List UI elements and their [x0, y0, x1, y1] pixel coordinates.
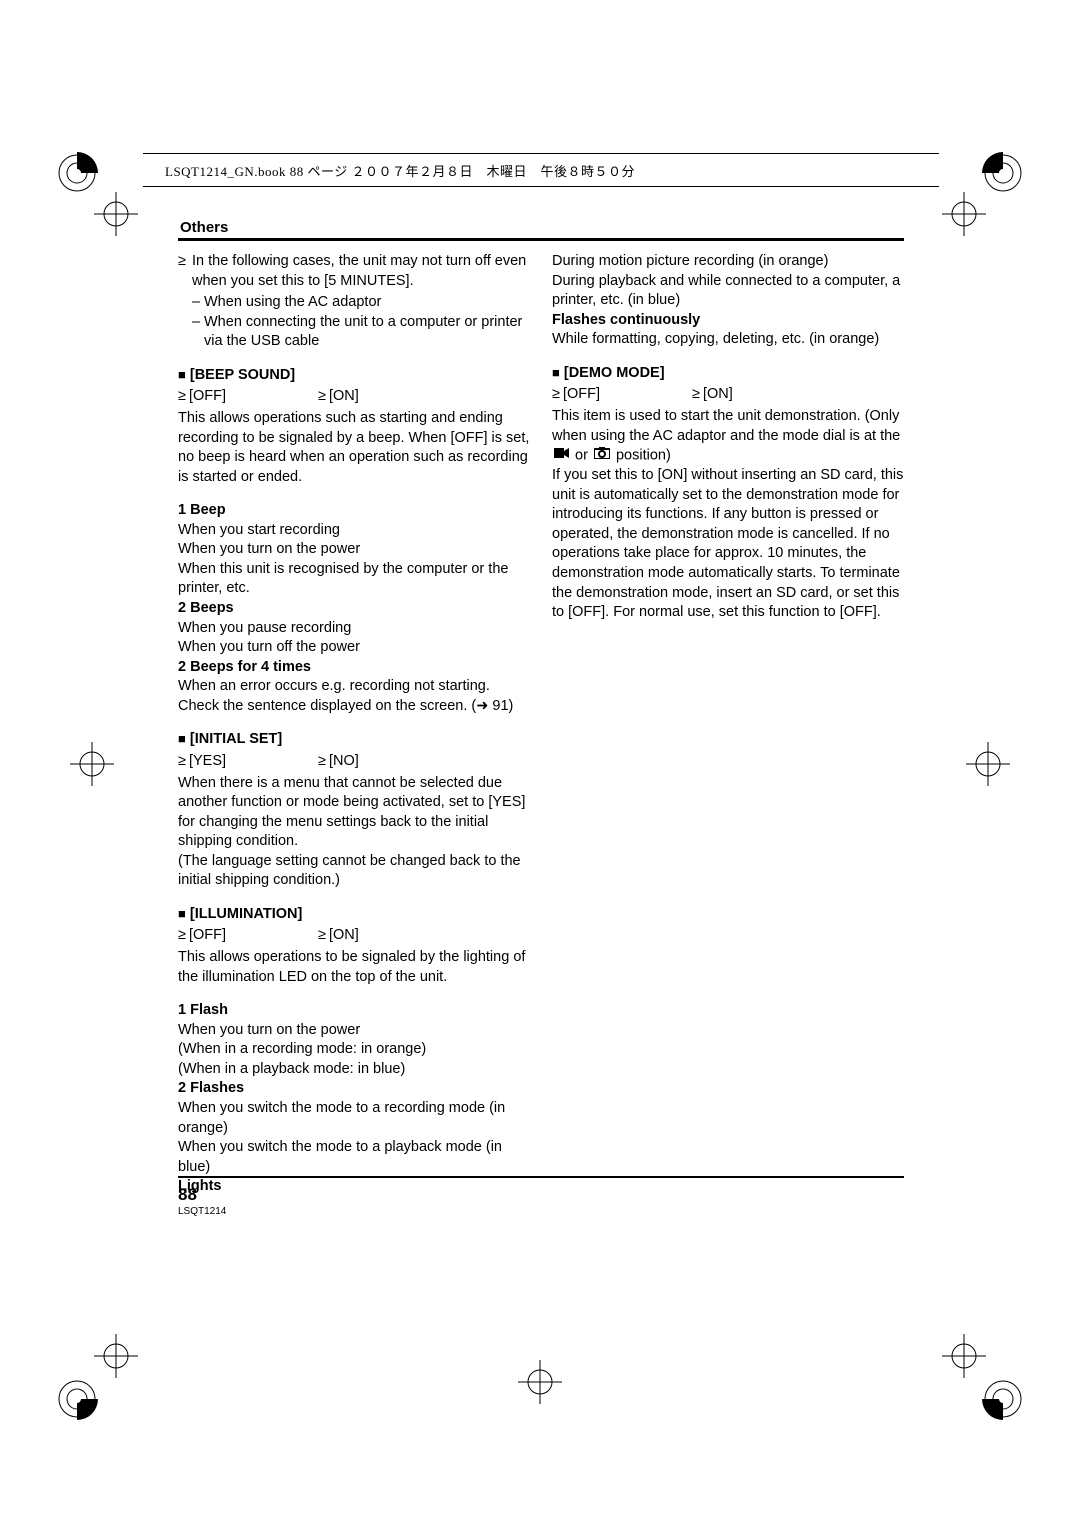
- lights-l1: During motion picture recording (in oran…: [552, 252, 904, 272]
- initial-set-options: ≥[YES] ≥[NO]: [178, 752, 530, 772]
- demo-mode-heading: ■[DEMO MODE]: [552, 364, 904, 384]
- illum-para: This allows operations to be signaled by…: [178, 948, 530, 987]
- document-id: LSQT1214: [178, 1205, 226, 1219]
- demo-para1: This item is used to start the unit demo…: [552, 407, 904, 466]
- bullet-icon: ≥: [318, 388, 326, 404]
- two-flashes-l1: When you switch the mode to a recording …: [178, 1099, 530, 1138]
- content-columns: ≥ In the following cases, the unit may n…: [178, 252, 904, 1197]
- init-para2: (The language setting cannot be changed …: [178, 852, 530, 891]
- dash-icon: –: [192, 313, 204, 352]
- one-flash-l2: (When in a recording mode: in orange): [178, 1040, 530, 1060]
- lights-title: Lights: [178, 1177, 530, 1197]
- video-mode-icon: [554, 446, 569, 466]
- init-no: ≥[NO]: [318, 752, 458, 772]
- register-cross-icon: [942, 192, 986, 236]
- book-header-line: LSQT1214_GN.book 88 ページ ２００７年２月８日 木曜日 午後…: [165, 163, 635, 181]
- page-top-rule: [143, 153, 939, 154]
- demo-on: ≥[ON]: [692, 385, 832, 405]
- square-icon: ■: [178, 731, 186, 746]
- illum-on: ≥[ON]: [318, 926, 458, 946]
- register-cross-icon: [942, 1334, 986, 1378]
- beep-options: ≥[OFF] ≥[ON]: [178, 387, 530, 407]
- flashes-cont-l1: While formatting, copying, deleting, etc…: [552, 330, 904, 350]
- register-cross-icon: [966, 742, 1010, 786]
- bullet-icon: ≥: [692, 386, 700, 402]
- one-flash-title: 1 Flash: [178, 1001, 530, 1021]
- crop-mark-icon: [56, 152, 98, 194]
- two-beeps-4x-title: 2 Beeps for 4 times: [178, 658, 530, 678]
- one-beep-l1: When you start recording: [178, 521, 530, 541]
- two-beeps-title: 2 Beeps: [178, 599, 530, 619]
- init-para1: When there is a menu that cannot be sele…: [178, 774, 530, 852]
- two-flashes-l2: When you switch the mode to a playback m…: [178, 1138, 530, 1177]
- bullet-icon: ≥: [318, 927, 326, 943]
- register-cross-icon: [94, 192, 138, 236]
- bullet-icon: ≥: [178, 753, 186, 769]
- square-icon: ■: [552, 365, 560, 380]
- dash-icon: –: [192, 293, 204, 313]
- two-beeps-l1: When you pause recording: [178, 619, 530, 639]
- crop-mark-icon: [982, 152, 1024, 194]
- register-cross-icon: [70, 742, 114, 786]
- left-column: ≥ In the following cases, the unit may n…: [178, 252, 530, 1197]
- right-column: During motion picture recording (in oran…: [552, 252, 904, 1197]
- intro-sub-2: – When connecting the unit to a computer…: [178, 313, 530, 352]
- page-header-bottom-rule: [143, 186, 939, 187]
- crop-mark-icon: [56, 1378, 98, 1420]
- two-beeps-l2: When you turn off the power: [178, 638, 530, 658]
- intro-sub1-text: When using the AC adaptor: [204, 293, 381, 313]
- initial-set-heading: ■[INITIAL SET]: [178, 730, 530, 750]
- bullet-icon: ≥: [178, 388, 186, 404]
- intro-text: In the following cases, the unit may not…: [192, 252, 530, 291]
- photo-mode-icon: [594, 446, 610, 466]
- section-title: Others: [180, 218, 228, 238]
- crop-mark-icon: [982, 1378, 1024, 1420]
- illumination-heading: ■[ILLUMINATION]: [178, 905, 530, 925]
- beep-paragraph: This allows operations such as starting …: [178, 409, 530, 487]
- intro-sub2-text: When connecting the unit to a computer o…: [204, 313, 530, 352]
- init-yes: ≥[YES]: [178, 752, 318, 772]
- beep-sound-heading: ■[BEEP SOUND]: [178, 366, 530, 386]
- beep-off: ≥[OFF]: [178, 387, 318, 407]
- page-number: 88: [178, 1184, 197, 1207]
- section-thick-rule: [178, 238, 904, 241]
- beep-on: ≥[ON]: [318, 387, 458, 407]
- flashes-cont-title: Flashes continuously: [552, 311, 904, 331]
- intro-sub-1: – When using the AC adaptor: [178, 293, 530, 313]
- bullet-icon: ≥: [178, 252, 192, 291]
- intro-bullet: ≥ In the following cases, the unit may n…: [178, 252, 530, 291]
- demo-para2: If you set this to [ON] without insertin…: [552, 466, 904, 623]
- two-flashes-title: 2 Flashes: [178, 1079, 530, 1099]
- one-flash-l1: When you turn on the power: [178, 1021, 530, 1041]
- bullet-icon: ≥: [318, 753, 326, 769]
- register-cross-icon: [94, 1334, 138, 1378]
- bullet-icon: ≥: [552, 386, 560, 402]
- register-cross-icon: [518, 1360, 562, 1404]
- one-beep-l3: When this unit is recognised by the comp…: [178, 560, 530, 599]
- demo-options: ≥[OFF] ≥[ON]: [552, 385, 904, 405]
- illum-off: ≥[OFF]: [178, 926, 318, 946]
- square-icon: ■: [178, 906, 186, 921]
- lights-l2: During playback and while connected to a…: [552, 272, 904, 311]
- bullet-icon: ≥: [178, 927, 186, 943]
- demo-off: ≥[OFF]: [552, 385, 692, 405]
- square-icon: ■: [178, 367, 186, 382]
- one-flash-l3: (When in a playback mode: in blue): [178, 1060, 530, 1080]
- one-beep-l2: When you turn on the power: [178, 540, 530, 560]
- two-beeps-4x-l1: When an error occurs e.g. recording not …: [178, 677, 530, 716]
- one-beep-title: 1 Beep: [178, 501, 530, 521]
- footer-rule: [178, 1176, 904, 1178]
- illum-options: ≥[OFF] ≥[ON]: [178, 926, 530, 946]
